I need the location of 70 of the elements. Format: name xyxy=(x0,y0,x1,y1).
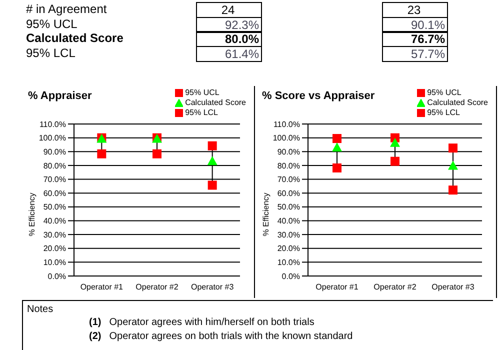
y-tick-label: 80.0% xyxy=(43,161,66,170)
point xyxy=(97,149,106,158)
text: Operator agrees on both trials with the known standard xyxy=(109,331,353,342)
legend-label: 95% LCL xyxy=(427,108,460,118)
y-tick-label: 110.0% xyxy=(39,120,66,129)
y-tick-label: 80.0% xyxy=(277,161,300,170)
legend-label: Calculated Score xyxy=(427,98,488,108)
point xyxy=(448,144,458,153)
text: 92.3% xyxy=(196,16,262,32)
text: Operator agrees with him/herself on both trials xyxy=(109,317,314,328)
legend-label: Calculated Score xyxy=(185,98,246,108)
y-axis-title: % Efficiency xyxy=(28,192,36,238)
text: 95% LCL xyxy=(26,46,76,60)
y-tick-label: 60.0% xyxy=(43,188,66,198)
y-tick-label: 10.0% xyxy=(277,258,300,268)
text: 95% UCL xyxy=(26,16,78,30)
y-tick-label: 10.0% xyxy=(43,258,66,268)
point xyxy=(332,142,342,152)
text: 24 xyxy=(196,2,262,18)
text: Calculated Score xyxy=(26,31,124,45)
x-tick-label: Operator #3 xyxy=(190,282,234,292)
x-tick-label: Operator #2 xyxy=(136,282,179,292)
text: 76.7% xyxy=(382,31,448,47)
point xyxy=(390,138,400,147)
point xyxy=(207,156,218,166)
y-axis-title: % Efficiency xyxy=(262,192,270,238)
text: # in Agreement xyxy=(26,2,107,16)
point xyxy=(208,141,217,150)
y-tick-label: 30.0% xyxy=(277,230,300,240)
y-tick-label: 40.0% xyxy=(277,216,300,226)
y-tick-label: 110.0% xyxy=(273,120,300,129)
text: 90.1% xyxy=(382,16,448,32)
y-tick-label: 50.0% xyxy=(43,202,66,212)
y-tick-label: 60.0% xyxy=(277,188,300,198)
x-tick-label: Operator #1 xyxy=(80,282,124,292)
chart-title: % Score vs Appraiser xyxy=(262,90,375,102)
y-tick-label: 0.0% xyxy=(282,272,300,281)
y-tick-label: 100.0% xyxy=(272,134,300,143)
point xyxy=(152,149,162,158)
point xyxy=(208,180,217,190)
point xyxy=(448,160,458,170)
point xyxy=(332,163,342,172)
x-tick-label: Operator #2 xyxy=(374,282,417,292)
y-tick-label: 70.0% xyxy=(277,175,300,184)
y-tick-label: 20.0% xyxy=(43,244,66,254)
y-tick-label: 20.0% xyxy=(277,244,300,254)
y-tick-label: 0.0% xyxy=(48,272,66,281)
text: Notes xyxy=(27,304,54,315)
point xyxy=(332,134,342,144)
text: 23 xyxy=(382,2,448,18)
text: (1) xyxy=(89,317,102,328)
point xyxy=(448,186,458,195)
text: (2) xyxy=(89,331,102,342)
y-tick-label: 50.0% xyxy=(277,202,300,212)
y-tick-label: 100.0% xyxy=(38,134,66,143)
text: 61.4% xyxy=(196,46,262,62)
chart-title: % Appraiser xyxy=(28,90,92,102)
y-tick-label: 90.0% xyxy=(43,147,66,156)
y-tick-label: 40.0% xyxy=(43,216,66,226)
legend-label: 95% UCL xyxy=(427,88,462,98)
legend-label: 95% UCL xyxy=(185,88,220,98)
text: 57.7% xyxy=(382,46,448,62)
point xyxy=(390,156,400,166)
y-tick-label: 70.0% xyxy=(43,175,66,184)
x-tick-label: Operator #1 xyxy=(316,282,359,292)
text: 80.0% xyxy=(196,31,262,47)
y-tick-label: 30.0% xyxy=(43,230,66,240)
y-tick-label: 90.0% xyxy=(277,147,300,156)
legend-label: 95% LCL xyxy=(185,108,218,118)
x-tick-label: Operator #3 xyxy=(432,282,475,292)
